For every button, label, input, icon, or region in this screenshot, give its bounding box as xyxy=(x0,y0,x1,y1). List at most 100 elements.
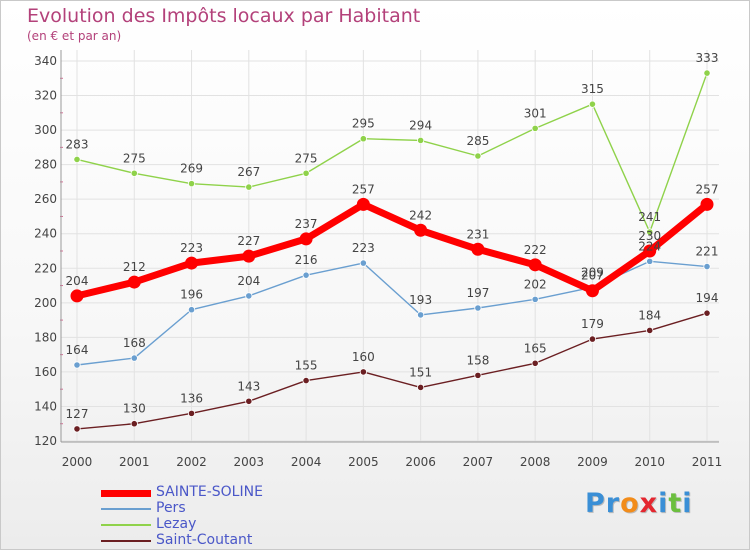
data-point xyxy=(528,258,542,272)
legend-item: SAINTE-SOLINE xyxy=(101,484,321,501)
data-label: 194 xyxy=(696,291,719,305)
legend-label: Pers xyxy=(156,500,186,516)
data-label: 223 xyxy=(352,241,375,255)
legend: SAINTE-SOLINE Pers Lezay Saint-Coutant xyxy=(101,484,321,549)
data-label: 130 xyxy=(123,402,146,416)
data-label: 223 xyxy=(180,241,203,255)
data-point xyxy=(187,409,196,417)
x-tick-label: 2005 xyxy=(348,455,379,469)
series-line-sainte-soline xyxy=(73,200,711,300)
data-label: 179 xyxy=(581,317,604,331)
data-point xyxy=(646,228,654,236)
logo-letter: Pr xyxy=(585,488,621,519)
logo-letter: t xyxy=(668,488,683,519)
data-label: 204 xyxy=(237,274,260,288)
data-label: 333 xyxy=(696,51,719,65)
data-point xyxy=(187,306,196,314)
x-tick-label: 2011 xyxy=(692,455,723,469)
data-label: 224 xyxy=(638,239,661,253)
data-point xyxy=(643,244,657,258)
data-label: 184 xyxy=(638,308,661,322)
data-point xyxy=(245,292,253,300)
y-tick-label: 260 xyxy=(34,192,57,206)
y-tick-label: 280 xyxy=(34,158,57,172)
data-point xyxy=(302,271,310,279)
legend-item: Saint-Coutant xyxy=(101,532,321,549)
x-tick-label: 2007 xyxy=(463,455,494,469)
data-point xyxy=(130,420,138,428)
data-label: 197 xyxy=(466,286,489,300)
data-label: 231 xyxy=(466,227,489,241)
data-label: 221 xyxy=(696,245,719,259)
data-label: 275 xyxy=(295,151,318,165)
data-label: 269 xyxy=(180,162,203,176)
data-label: 275 xyxy=(123,151,146,165)
data-label: 294 xyxy=(409,118,432,132)
data-point xyxy=(471,242,485,256)
data-point xyxy=(130,354,138,362)
logo-letter: i xyxy=(682,488,693,519)
y-tick-label: 320 xyxy=(34,89,57,103)
data-label: 295 xyxy=(352,117,375,131)
data-point xyxy=(588,335,597,343)
y-tick-label: 140 xyxy=(34,399,57,413)
data-label: 160 xyxy=(352,350,375,364)
data-label: 230 xyxy=(638,229,661,243)
data-point xyxy=(531,124,539,132)
data-point xyxy=(531,359,539,367)
data-point xyxy=(245,183,253,191)
data-point xyxy=(185,256,199,270)
series-line-lezay xyxy=(76,72,708,233)
data-label: 216 xyxy=(295,253,318,267)
logo-letter: o xyxy=(620,488,640,519)
legend-swatch xyxy=(101,508,151,510)
x-tick-label: 2001 xyxy=(119,455,150,469)
data-label: 193 xyxy=(409,293,432,307)
data-point xyxy=(474,152,482,160)
data-point xyxy=(646,326,654,335)
legend-item: Lezay xyxy=(101,516,321,533)
data-point xyxy=(187,180,196,188)
logo-letter: i xyxy=(658,488,669,519)
data-point xyxy=(130,169,138,177)
data-point xyxy=(646,257,654,265)
legend-label: SAINTE-SOLINE xyxy=(156,484,263,500)
chart-subtitle: (en € et par an) xyxy=(27,29,122,43)
data-point xyxy=(417,136,425,145)
legend-item: Pers xyxy=(101,500,321,517)
data-label: 212 xyxy=(123,260,146,274)
data-point xyxy=(73,155,81,164)
data-point xyxy=(356,197,370,211)
data-label: 227 xyxy=(237,234,260,248)
data-label: 283 xyxy=(66,137,89,151)
x-tick-label: 2008 xyxy=(520,455,551,469)
data-point xyxy=(245,397,253,405)
x-tick-label: 2002 xyxy=(176,455,207,469)
y-tick-label: 200 xyxy=(34,296,57,310)
x-tick-label: 2003 xyxy=(234,455,265,469)
data-label: 237 xyxy=(295,217,318,231)
y-tick-label: 300 xyxy=(34,123,57,137)
data-point xyxy=(73,361,81,369)
data-label: 267 xyxy=(237,165,260,179)
legend-swatch xyxy=(101,489,151,497)
x-tick-label: 2004 xyxy=(291,455,322,469)
data-point xyxy=(359,368,367,376)
x-tick-label: 2010 xyxy=(634,455,665,469)
legend-swatch xyxy=(101,540,151,542)
data-point xyxy=(703,309,711,317)
plot-area xyxy=(61,50,719,442)
data-label: 165 xyxy=(524,341,547,355)
data-point xyxy=(531,295,539,303)
data-point xyxy=(127,275,141,289)
data-point xyxy=(70,289,84,303)
data-point xyxy=(474,304,482,312)
data-label: 202 xyxy=(524,277,547,291)
x-tick-label: 2009 xyxy=(577,455,608,469)
y-tick-label: 120 xyxy=(34,434,57,448)
data-point xyxy=(588,100,597,108)
data-point xyxy=(359,135,367,143)
data-label: 164 xyxy=(66,343,89,357)
data-point xyxy=(703,69,711,77)
